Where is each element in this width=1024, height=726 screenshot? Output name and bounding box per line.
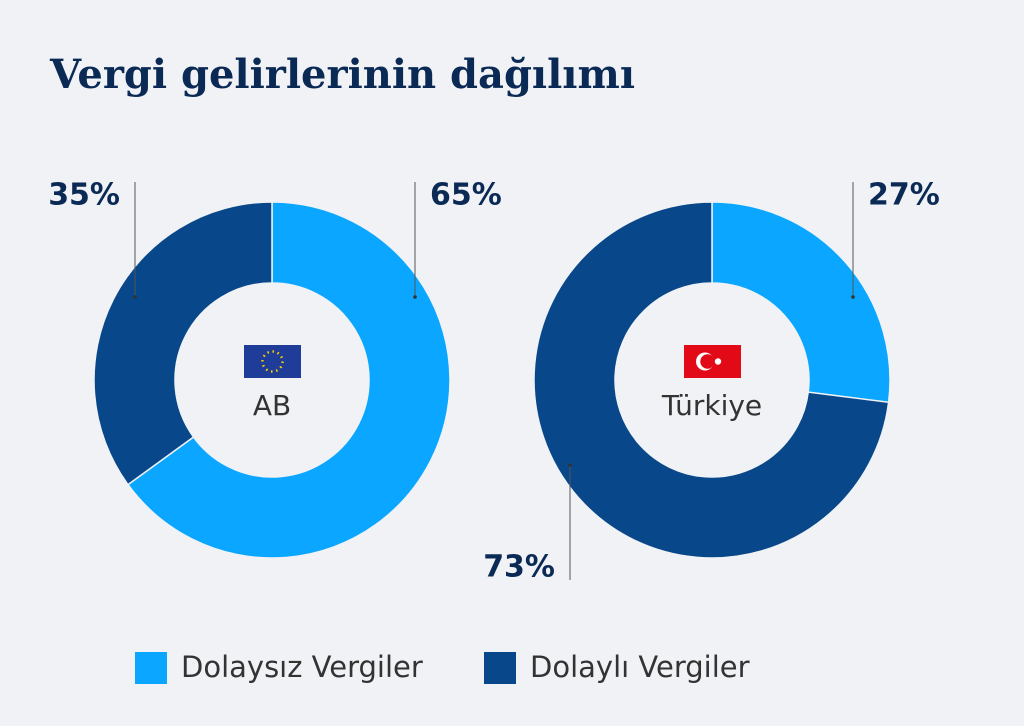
legend-swatch: [135, 652, 167, 684]
value-label: 73%: [483, 550, 555, 585]
leader-dot: [851, 295, 855, 299]
leader-dot: [568, 463, 572, 467]
value-label: 65%: [430, 178, 502, 213]
donut-segment: [711, 201, 891, 404]
legend-swatch: [484, 652, 516, 684]
legend-label: Dolaysız Vergiler: [181, 650, 423, 684]
value-label: 27%: [868, 178, 940, 213]
leader-dot: [413, 295, 417, 299]
chart-title: Vergi gelirlerinin dağılımı: [49, 51, 635, 98]
donut-segment: [93, 201, 273, 486]
center-label: Türkiye: [661, 389, 762, 422]
center-label: AB: [253, 389, 291, 422]
donut-segment: [533, 201, 890, 559]
leader-dot: [133, 295, 137, 299]
donut-segment: [126, 201, 451, 559]
value-label: 35%: [48, 178, 120, 213]
legend-label: Dolaylı Vergiler: [530, 650, 750, 684]
turkey-flag: [684, 345, 741, 378]
eu-flag: [244, 345, 301, 378]
